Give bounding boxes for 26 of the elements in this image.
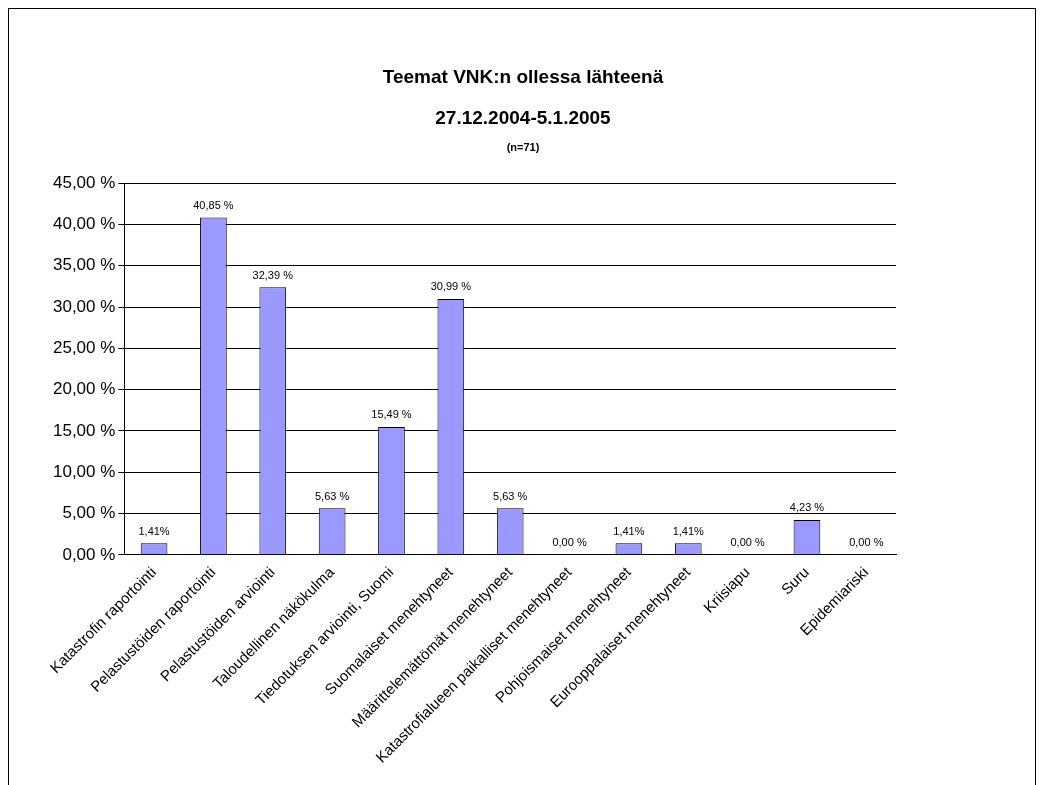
y-tick-label: 20,00 %	[52, 379, 116, 399]
data-label: 0,00 %	[730, 536, 765, 549]
y-tick-label: 0,00 %	[62, 544, 116, 564]
data-label: 0,00 %	[552, 536, 587, 549]
y-tick-label: 30,00 %	[52, 296, 116, 316]
chart-subtitle: 27.12.2004-5.1.2005	[434, 107, 612, 129]
data-label: 5,63 %	[493, 489, 528, 502]
data-label: 1,41%	[613, 524, 645, 537]
y-tick-label: 10,00 %	[52, 461, 116, 481]
y-tick-label: 5,00 %	[62, 503, 116, 523]
data-label: 1,41%	[138, 524, 170, 537]
y-tick-label: 40,00 %	[52, 214, 116, 234]
y-tick-label: 15,00 %	[52, 420, 116, 440]
y-tick-label: 25,00 %	[52, 338, 116, 358]
data-label: 4,23 %	[789, 501, 825, 514]
data-label: 32,39 %	[252, 268, 294, 281]
data-label: 40,85 %	[193, 199, 234, 211]
chart-title: Teemat VNK:n ollessa lähteenä	[381, 66, 665, 88]
y-tick-label: 35,00 %	[52, 255, 116, 275]
data-label: 30,99 %	[430, 280, 472, 293]
data-label: 1,41%	[672, 524, 705, 537]
data-label: 5,63 %	[315, 489, 350, 502]
text: (n=71)	[505, 141, 541, 153]
y-tick-label: 45,00 %	[52, 172, 116, 192]
data-label: 0,00 %	[849, 536, 884, 549]
data-label: 15,49 %	[371, 408, 412, 421]
